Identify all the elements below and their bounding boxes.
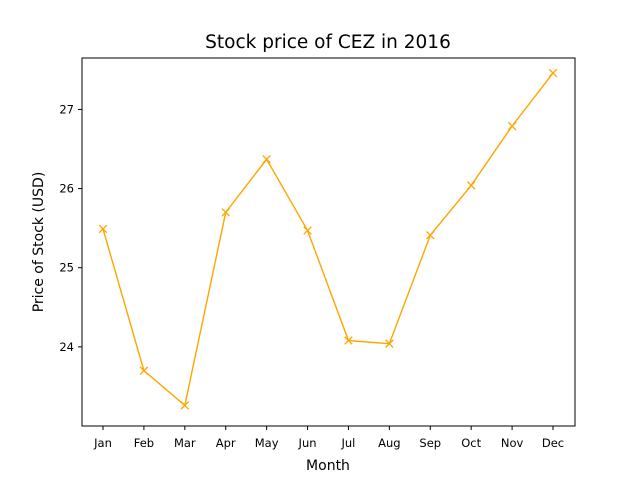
plot-area: [81, 57, 576, 427]
y-tick-label: 27: [59, 102, 74, 116]
x-tick-label: Jul: [341, 436, 356, 450]
data-point: [466, 181, 476, 190]
y-axis: 24 25 26 27: [59, 102, 82, 354]
x-tick-label: Nov: [501, 436, 524, 450]
x-tick-label: Apr: [216, 436, 236, 450]
x-tick-label: Jun: [298, 436, 317, 450]
y-tick-label: 25: [59, 261, 74, 275]
x-axis: Jan Feb Mar Apr May Jun Jul Aug Sep Oct Nov Dec: [93, 426, 564, 450]
x-tick-label: Aug: [378, 436, 400, 450]
x-axis-label: Month: [306, 458, 350, 474]
data-point: [303, 226, 312, 235]
x-tick-label: Feb: [134, 436, 154, 450]
series-group: [98, 68, 558, 410]
data-point: [98, 224, 108, 234]
data-point: [180, 401, 190, 410]
x-tick-label: Dec: [542, 436, 564, 450]
x-tick-label: Sep: [419, 436, 441, 450]
data-point: [426, 231, 435, 240]
data-point: [344, 336, 353, 345]
data-point: [385, 339, 394, 348]
x-tick-label: Mar: [174, 436, 196, 450]
y-tick-label: 24: [59, 340, 74, 354]
data-point: [507, 121, 517, 131]
chart-title: Stock price of CEZ in 2016: [205, 32, 451, 53]
data-point: [548, 68, 558, 78]
y-tick-label: 26: [59, 182, 74, 196]
x-tick-label: May: [255, 436, 279, 450]
data-point: [262, 155, 271, 164]
x-tick-label: Jan: [93, 436, 112, 450]
y-axis-label: Price of Stock (USD): [31, 172, 47, 313]
data-point: [139, 366, 149, 375]
series-line: [102, 72, 554, 407]
x-tick-label: Oct: [461, 436, 481, 450]
data-point: [221, 208, 230, 217]
